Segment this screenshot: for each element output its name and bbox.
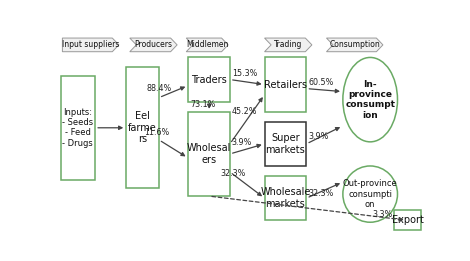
Polygon shape xyxy=(186,38,228,52)
Text: 45.2%: 45.2% xyxy=(232,107,257,116)
Text: Trading: Trading xyxy=(274,40,302,49)
Text: 32.3%: 32.3% xyxy=(221,169,246,177)
FancyBboxPatch shape xyxy=(265,176,306,220)
Text: Producers: Producers xyxy=(134,40,172,49)
Text: Super
markets: Super markets xyxy=(266,133,306,155)
Polygon shape xyxy=(63,38,119,52)
Polygon shape xyxy=(265,38,312,52)
FancyBboxPatch shape xyxy=(126,68,159,188)
Ellipse shape xyxy=(343,57,398,142)
FancyBboxPatch shape xyxy=(188,57,230,102)
Text: Inputs:
- Seeds
- Feed
- Drugs: Inputs: - Seeds - Feed - Drugs xyxy=(63,108,94,148)
FancyBboxPatch shape xyxy=(265,57,306,112)
Text: 15.3%: 15.3% xyxy=(232,69,257,78)
Text: 3.3%: 3.3% xyxy=(372,210,392,219)
Text: In-
province
consumpt
ion: In- province consumpt ion xyxy=(345,80,395,120)
Ellipse shape xyxy=(343,166,398,222)
Polygon shape xyxy=(327,38,383,52)
FancyBboxPatch shape xyxy=(394,210,421,230)
Text: Consumption: Consumption xyxy=(329,40,380,49)
Text: Retailers: Retailers xyxy=(264,80,307,90)
Text: Wholesal
ers: Wholesal ers xyxy=(187,143,231,165)
Text: Out-province
consumpti
on: Out-province consumpti on xyxy=(343,179,398,209)
Text: Eel
farme
rs: Eel farme rs xyxy=(128,111,157,144)
Text: Middlemen: Middlemen xyxy=(186,40,228,49)
Text: 11.6%: 11.6% xyxy=(144,128,170,137)
Text: 3.9%: 3.9% xyxy=(232,138,252,147)
Text: 32.3%: 32.3% xyxy=(308,189,334,198)
Polygon shape xyxy=(130,38,177,52)
Text: Input suppliers: Input suppliers xyxy=(62,40,119,49)
Text: 60.5%: 60.5% xyxy=(308,78,334,87)
Text: Wholesale
markets: Wholesale markets xyxy=(260,187,311,209)
Text: 88.4%: 88.4% xyxy=(146,84,172,93)
FancyBboxPatch shape xyxy=(188,112,230,196)
Text: Traders: Traders xyxy=(191,75,227,85)
Text: 3.9%: 3.9% xyxy=(308,132,329,141)
Text: Export: Export xyxy=(392,215,423,225)
FancyBboxPatch shape xyxy=(265,122,306,166)
Text: 73.1%: 73.1% xyxy=(190,100,215,109)
FancyBboxPatch shape xyxy=(61,75,95,180)
